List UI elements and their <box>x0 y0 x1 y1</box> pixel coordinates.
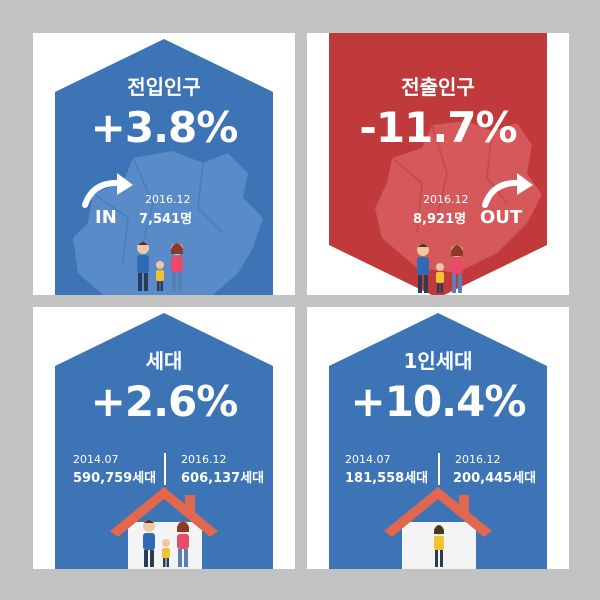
households-title: 세대 <box>145 349 183 373</box>
out-label: OUT <box>480 207 523 228</box>
family-icon <box>143 520 189 567</box>
region-map-icon <box>375 121 542 273</box>
outflow-shape <box>329 33 547 295</box>
single-households-before-value: 181,558세대 <box>345 471 429 486</box>
households-panel: 세대 +2.6% 2014.07 590,759세대 2016.12 606,1… <box>33 307 295 569</box>
in-arrow-icon <box>82 179 124 208</box>
households-after-value: 606,137세대 <box>181 471 265 486</box>
family-icon <box>417 244 463 293</box>
outflow-panel: 전출인구 -11.7% 2016.12 8,921명 OUT <box>307 33 569 295</box>
single-households-panel: 1인세대 +10.4% 2014.07 181,558세대 2016.12 20… <box>307 307 569 569</box>
divider <box>438 453 440 485</box>
households-before-value: 590,759세대 <box>73 471 157 486</box>
divider <box>164 453 166 485</box>
single-households-before-date: 2014.07 <box>345 453 391 466</box>
households-after-date: 2016.12 <box>181 453 227 466</box>
inflow-title: 전입인구 <box>127 75 201 99</box>
inflow-shape <box>55 39 273 295</box>
outflow-title: 전출인구 <box>401 75 475 99</box>
person-icon <box>434 525 444 567</box>
inflow-panel: 전입인구 +3.8% IN 2016.12 7,541명 <box>33 33 295 295</box>
single-households-title: 1인세대 <box>403 349 473 373</box>
out-arrow-icon <box>482 179 524 208</box>
inflow-date: 2016.12 <box>145 193 191 206</box>
family-icon <box>137 242 183 291</box>
single-households-after-value: 200,445세대 <box>453 471 537 486</box>
single-households-change: +10.4% <box>350 377 527 426</box>
households-before-date: 2014.07 <box>73 453 119 466</box>
outflow-value: 8,921명 <box>413 212 467 227</box>
households-change: +2.6% <box>90 377 239 426</box>
outflow-date: 2016.12 <box>423 193 469 206</box>
single-households-shape <box>329 313 547 569</box>
single-households-after-date: 2016.12 <box>455 453 501 466</box>
inflow-value: 7,541명 <box>139 212 193 227</box>
outflow-change: -11.7% <box>359 103 517 152</box>
inflow-change: +3.8% <box>90 103 239 152</box>
in-label: IN <box>95 207 117 228</box>
